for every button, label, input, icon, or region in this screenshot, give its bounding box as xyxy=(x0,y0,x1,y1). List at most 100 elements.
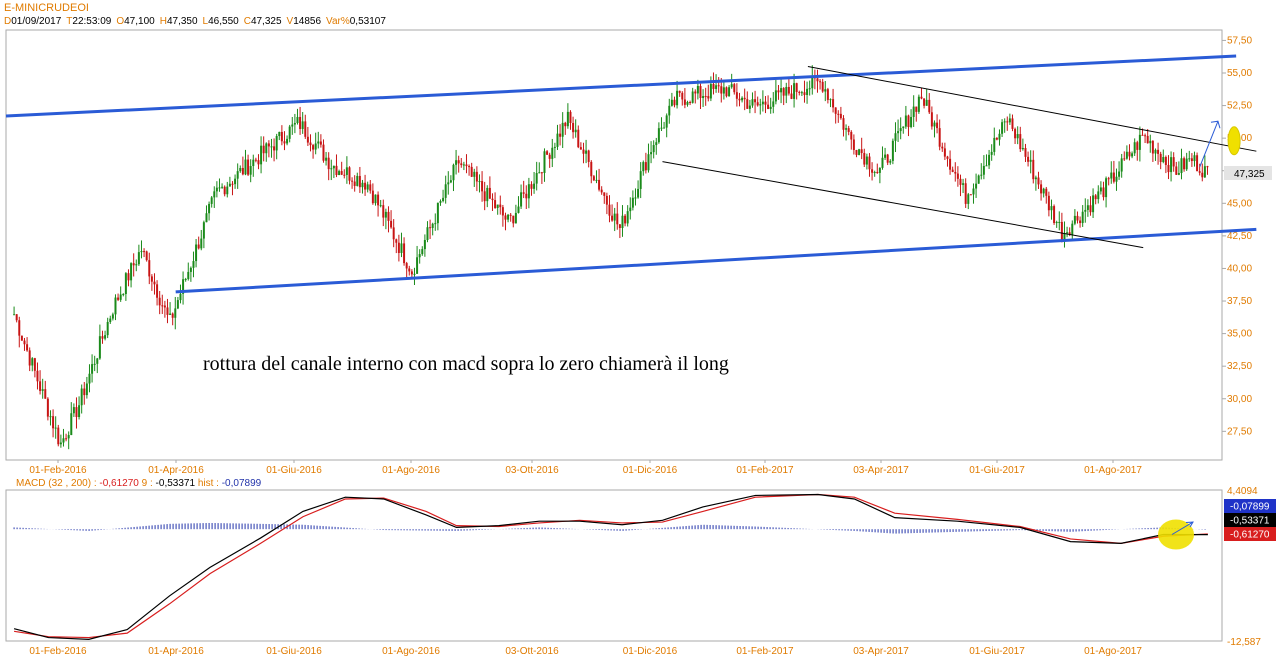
candle-body xyxy=(1172,157,1175,167)
candle-body xyxy=(1154,149,1157,154)
candle-body xyxy=(769,106,772,109)
candle-body xyxy=(353,181,356,186)
candle-body xyxy=(787,86,790,94)
candle-body xyxy=(946,156,949,159)
candle-body xyxy=(907,115,910,128)
candle-body xyxy=(182,279,185,294)
candle-body xyxy=(631,197,634,208)
candle-body xyxy=(1118,171,1121,177)
candle-body xyxy=(36,370,39,382)
price-y-tick-label: 30,00 xyxy=(1227,394,1252,405)
macd-x-tick-label: 01-Apr-2016 xyxy=(148,646,204,657)
candle-body xyxy=(488,187,491,199)
candle-body xyxy=(223,186,226,195)
candle-body xyxy=(1024,148,1027,157)
candle-body xyxy=(733,84,736,93)
candle-body xyxy=(395,239,398,243)
candle-body xyxy=(145,251,148,261)
candle-body xyxy=(161,305,164,307)
candle-body xyxy=(592,176,595,181)
candle-body xyxy=(1123,158,1126,160)
candle-body xyxy=(1146,135,1149,144)
candle-body xyxy=(652,145,655,153)
candle-body xyxy=(1008,118,1011,123)
candle-body xyxy=(249,166,252,175)
candle-body xyxy=(291,124,294,127)
candle-body xyxy=(850,131,853,140)
candle-body xyxy=(150,276,153,282)
candle-body xyxy=(839,113,842,119)
candle-body xyxy=(348,167,351,181)
candle-body xyxy=(808,88,811,90)
macd-highlight xyxy=(1158,519,1194,550)
ohlc-value: 46,550 xyxy=(208,16,239,27)
price-y-tick-label: 57,50 xyxy=(1227,35,1252,46)
candle-body xyxy=(366,184,369,190)
candle-body xyxy=(741,97,744,101)
candle-body xyxy=(1014,128,1017,139)
candle-body xyxy=(915,106,918,112)
macd-legend-part: 9 : xyxy=(142,478,156,489)
macd-value-badge xyxy=(1224,527,1276,541)
candle-body xyxy=(824,89,827,92)
candle-body xyxy=(421,249,424,255)
price-x-tick-label: 01-Apr-2016 xyxy=(148,465,204,476)
candle-body xyxy=(863,153,866,165)
candle-body xyxy=(933,122,936,127)
candle-body xyxy=(972,188,975,195)
macd-value-badge-text: -0,07899 xyxy=(1230,502,1270,513)
candle-body xyxy=(782,88,785,96)
candle-body xyxy=(699,86,702,99)
candle-body xyxy=(980,174,983,176)
candle-body xyxy=(1055,222,1058,224)
candle-body xyxy=(358,175,361,188)
candle-body xyxy=(639,171,642,189)
candle-body xyxy=(439,201,442,203)
candle-body xyxy=(1133,142,1136,154)
candle-body xyxy=(1058,221,1061,223)
candle-body xyxy=(941,146,944,149)
candle-body xyxy=(1045,188,1048,196)
candle-body xyxy=(642,162,645,172)
candle-body xyxy=(964,183,967,204)
candle-body xyxy=(660,127,663,129)
macd-x-tick-label: 01-Giu-2016 xyxy=(266,646,322,657)
price-x-tick-label: 01-Feb-2017 xyxy=(736,465,794,476)
candle-body xyxy=(943,148,946,157)
candle-body xyxy=(793,83,796,99)
last-price-badge xyxy=(1224,166,1272,181)
candle-body xyxy=(1185,158,1188,170)
candle-body xyxy=(702,96,705,99)
candle-body xyxy=(676,90,679,106)
macd-legend-part: -0,07899 xyxy=(222,478,262,489)
candle-body xyxy=(273,146,276,151)
candle-body xyxy=(499,204,502,208)
candle-body xyxy=(247,159,250,175)
macd-value-badge xyxy=(1224,499,1276,513)
candle-body xyxy=(283,141,286,144)
candle-body xyxy=(995,137,998,140)
price-x-tick-label: 01-Giu-2017 xyxy=(969,465,1025,476)
candle-body xyxy=(351,180,354,182)
candle-body xyxy=(637,188,640,198)
ohlc-value: 0,53107 xyxy=(349,16,386,27)
channel-lower-line xyxy=(175,227,1257,294)
price-y-tick-label: 45,00 xyxy=(1227,198,1252,209)
candle-body xyxy=(928,99,931,113)
candle-body xyxy=(335,165,338,175)
candle-body xyxy=(1066,232,1069,234)
candle-body xyxy=(49,416,52,418)
candles xyxy=(13,65,1209,450)
candle-body xyxy=(205,213,208,223)
candle-body xyxy=(15,314,18,321)
price-x-tick-label: 01-Giu-2016 xyxy=(266,465,322,476)
candle-body xyxy=(288,126,291,139)
candle-body xyxy=(444,184,447,198)
candle-body xyxy=(735,92,738,99)
macd-value-badge-text: -0,61270 xyxy=(1230,530,1270,541)
breakout-highlight xyxy=(1227,126,1241,156)
candle-body xyxy=(197,244,200,249)
candle-body xyxy=(514,212,517,224)
candle-body xyxy=(109,318,112,322)
candle-body xyxy=(171,313,174,318)
